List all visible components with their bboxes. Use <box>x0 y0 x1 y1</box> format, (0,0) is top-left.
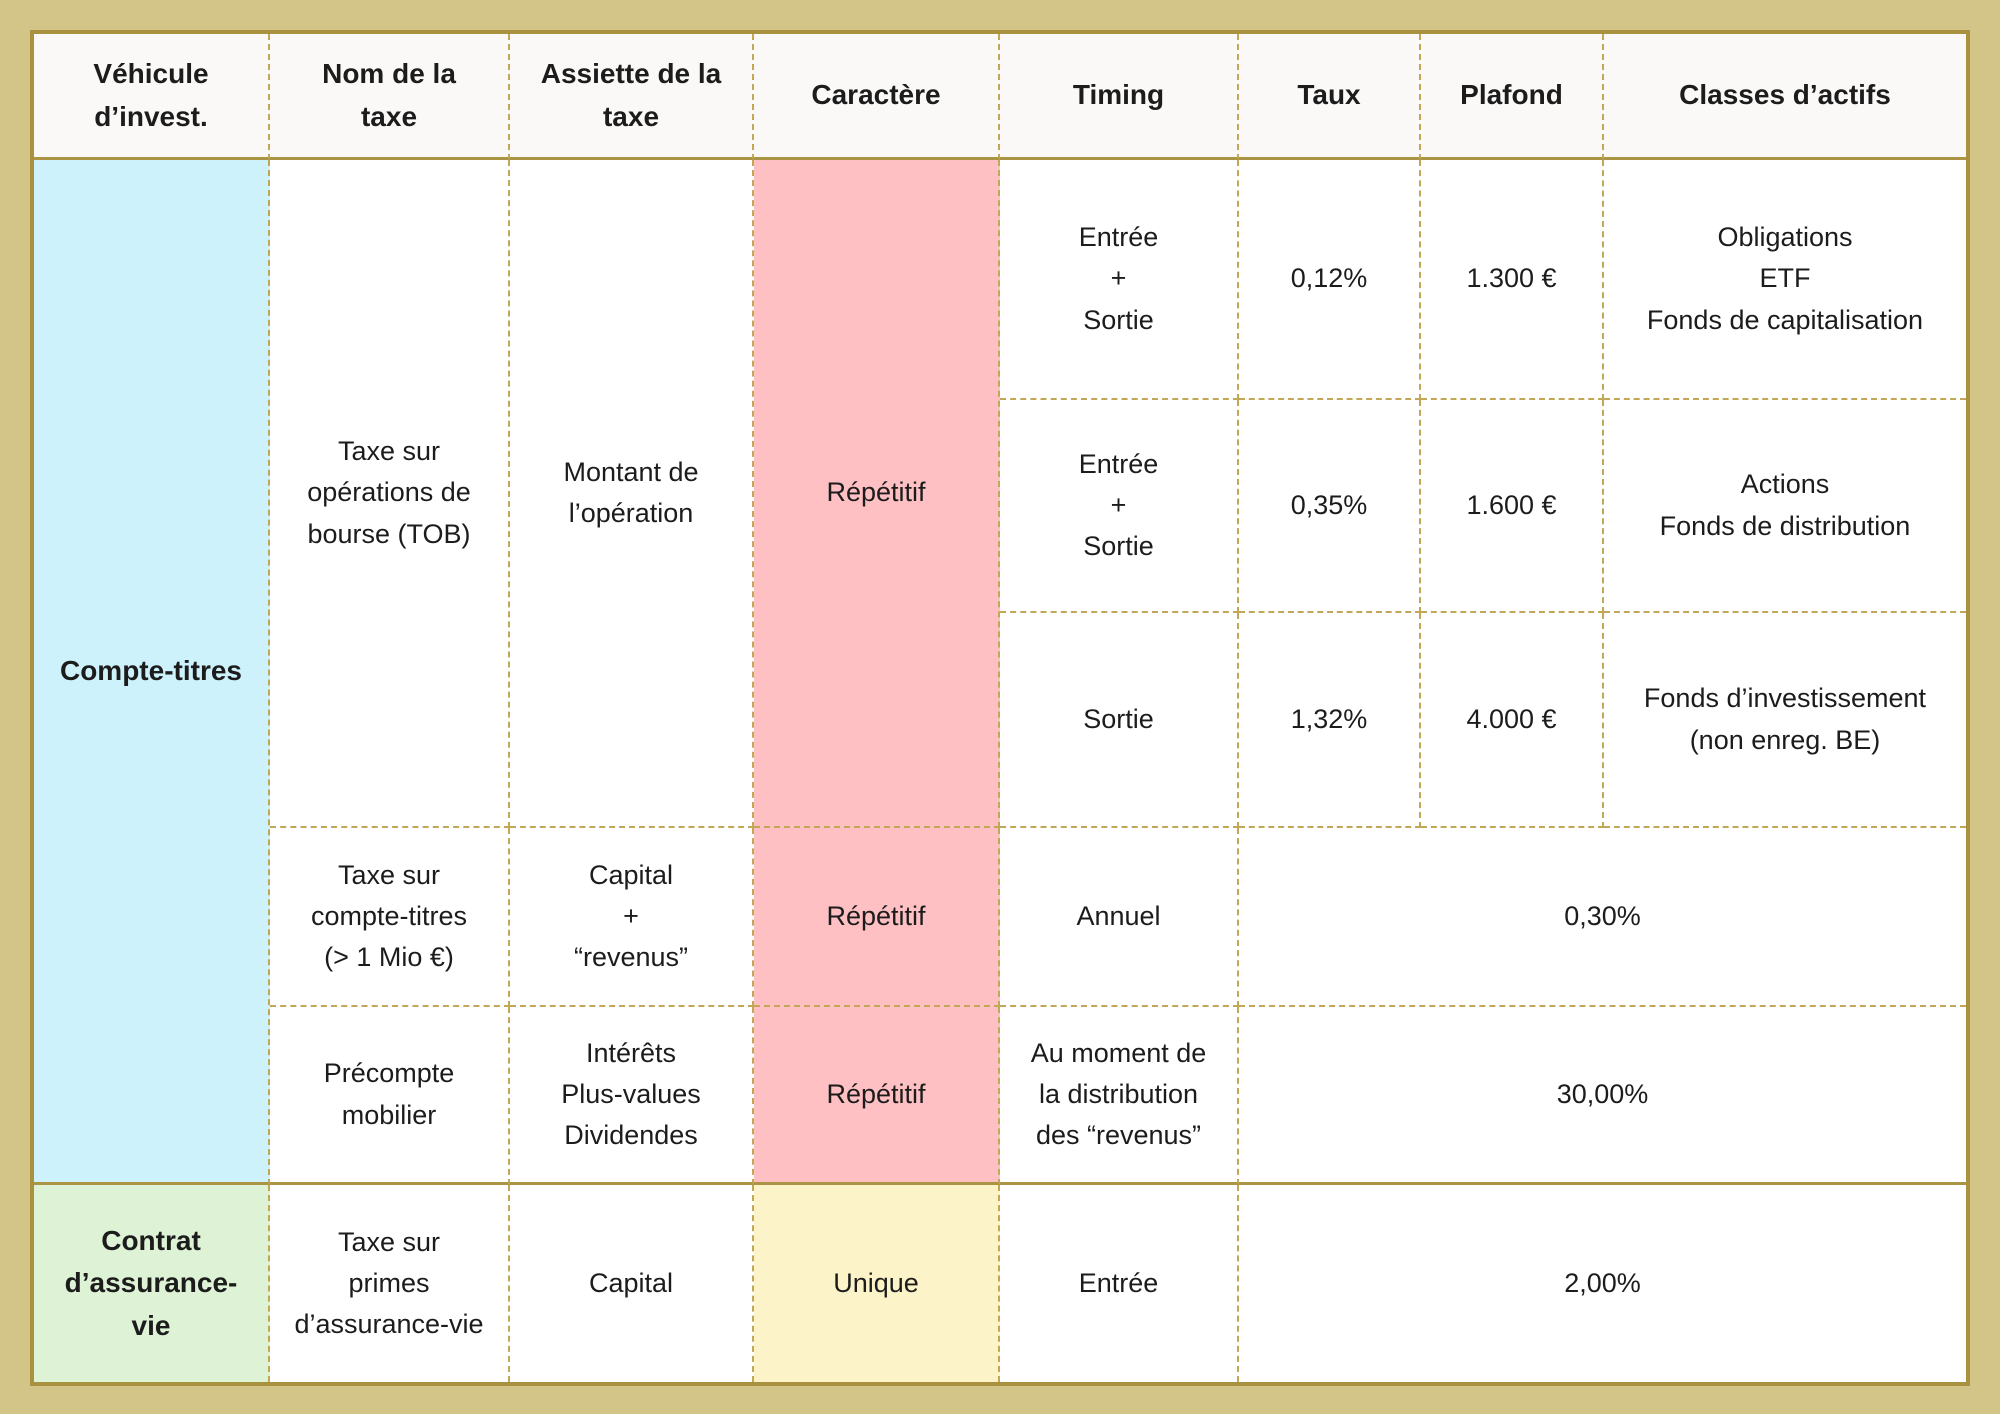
cell-compte-titres-tax-base: Capital + “revenus” <box>510 828 754 1007</box>
cell-tob-row1-taux: 0,12% <box>1239 160 1421 400</box>
cell-compte-titres-tax-timing: Annuel <box>1000 828 1239 1007</box>
cell-tob-character: Répétitif <box>754 160 1000 828</box>
cell-tob-row2-plafond: 1.600 € <box>1421 400 1604 613</box>
cell-tob-row3-classes: Fonds d’investissement (non enreg. BE) <box>1604 613 1966 828</box>
cell-assurance-tax-base: Capital <box>510 1185 754 1382</box>
cell-tob-row3-taux: 1,32% <box>1239 613 1421 828</box>
cell-assurance-tax-name: Taxe sur primes d’assurance-vie <box>270 1185 510 1382</box>
header-vehicule: Véhicule d’invest. <box>34 34 270 160</box>
cell-tob-row1-plafond: 1.300 € <box>1421 160 1604 400</box>
cell-precompte-taux: 30,00% <box>1239 1007 1966 1185</box>
cell-tob-row2-classes: Actions Fonds de distribution <box>1604 400 1966 613</box>
cell-precompte-name: Précompte mobilier <box>270 1007 510 1185</box>
cell-tob-row1-timing: Entrée + Sortie <box>1000 160 1239 400</box>
header-nom-taxe: Nom de la taxe <box>270 34 510 160</box>
cell-compte-titres-tax-taux: 0,30% <box>1239 828 1966 1007</box>
header-classes-actifs: Classes d’actifs <box>1604 34 1966 160</box>
cell-precompte-timing: Au moment de la distribution des “revenu… <box>1000 1007 1239 1185</box>
cell-tob-row2-taux: 0,35% <box>1239 400 1421 613</box>
cell-compte-titres-tax-name: Taxe sur compte-titres (> 1 Mio €) <box>270 828 510 1007</box>
cell-assurance-tax-taux: 2,00% <box>1564 1267 1641 1298</box>
header-taux: Taux <box>1239 34 1421 160</box>
cell-tob-base: Montant de l’opération <box>510 160 754 828</box>
cell-precompte-base: Intérêts Plus-values Dividendes <box>510 1007 754 1185</box>
tax-table: Véhicule d’invest. Nom de la taxe Assiet… <box>30 30 1970 1386</box>
cell-tob-name: Taxe sur opérations de bourse (TOB) <box>270 160 510 828</box>
cell-assurance-tax-character: Unique <box>754 1185 1000 1382</box>
header-timing: Timing <box>1000 34 1239 160</box>
cell-precompte-character: Répétitif <box>754 1007 1000 1185</box>
header-plafond: Plafond <box>1421 34 1604 160</box>
cell-vehicule-assurance-vie: Contrat d’assurance- vie <box>34 1185 270 1382</box>
cell-vehicule-compte-titres: Compte-titres <box>34 160 270 1185</box>
cell-assurance-tax-timing: Entrée <box>1000 1185 1239 1382</box>
cell-tob-row3-timing: Sortie <box>1000 613 1239 828</box>
header-caractere: Caractère <box>754 34 1000 160</box>
cell-compte-titres-tax-character: Répétitif <box>754 828 1000 1007</box>
cell-tob-row3-plafond: 4.000 € <box>1421 613 1604 828</box>
cell-tob-row1-classes: Obligations ETF Fonds de capitalisation <box>1604 160 1966 400</box>
header-assiette: Assiette de la taxe <box>510 34 754 160</box>
cell-tob-row2-timing: Entrée + Sortie <box>1000 400 1239 613</box>
